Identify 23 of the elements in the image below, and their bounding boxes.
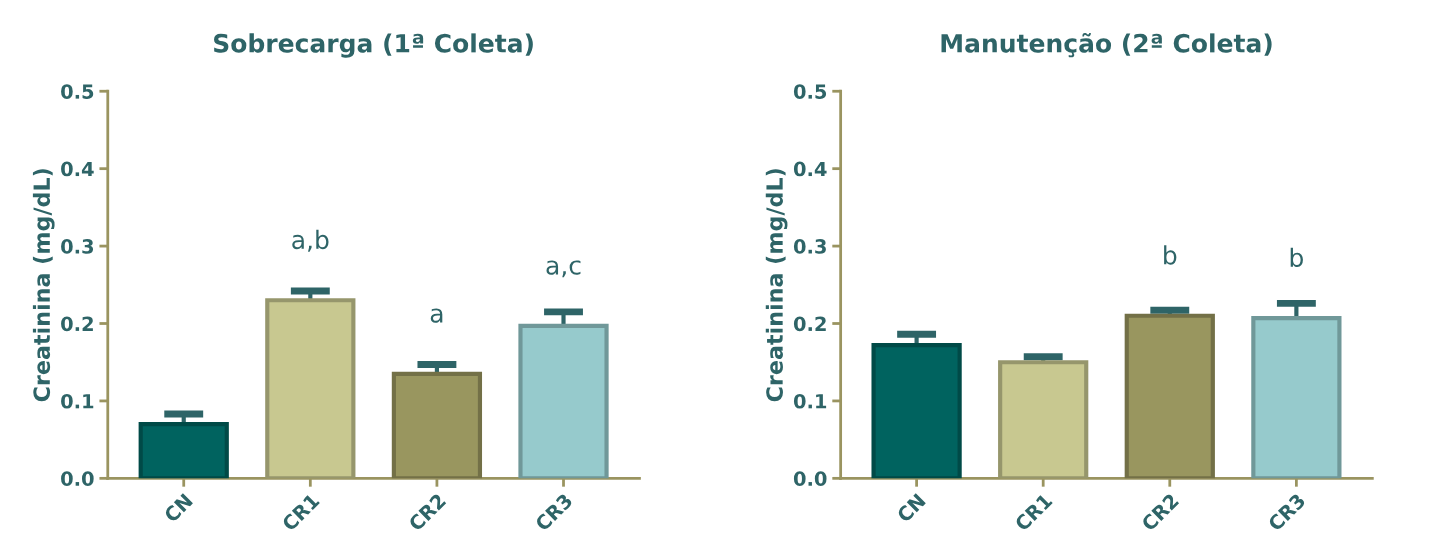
y-tick-label: 0.3 bbox=[793, 239, 826, 254]
y-tick-label: 0.5 bbox=[793, 84, 827, 99]
y-tick-label: 0.0 bbox=[61, 471, 94, 487]
y-axis-title: Creatinina (mg/dL) bbox=[32, 169, 55, 402]
chart-title: Manutenção (2ª Coleta) bbox=[941, 32, 1272, 58]
y-tick-label: 0.2 bbox=[793, 316, 826, 332]
y-tick-label: 0.1 bbox=[61, 393, 94, 409]
y-tick-label: 0.3 bbox=[61, 239, 94, 254]
y-tick-label: 0.2 bbox=[61, 316, 93, 332]
y-tick-label: 0.0 bbox=[793, 471, 827, 487]
y-tick-label: 0.4 bbox=[793, 161, 827, 177]
annotation: b bbox=[1290, 247, 1303, 268]
chart-title: Sobrecarga (1ª Coleta) bbox=[214, 33, 533, 58]
y-tick-label: 0.4 bbox=[61, 161, 94, 177]
y-tick-label: 0.5 bbox=[61, 84, 94, 99]
annotation: a,c bbox=[546, 260, 581, 278]
x-tick-label: CN bbox=[895, 493, 926, 524]
y-tick-label: 0.1 bbox=[793, 393, 827, 409]
x-tick-label: CN bbox=[163, 493, 194, 524]
annotation: b bbox=[1164, 245, 1177, 265]
annotation: a,b bbox=[292, 229, 329, 252]
annotation: a bbox=[430, 308, 443, 323]
y-axis-title: Creatinina (mg/dL) bbox=[765, 169, 788, 402]
